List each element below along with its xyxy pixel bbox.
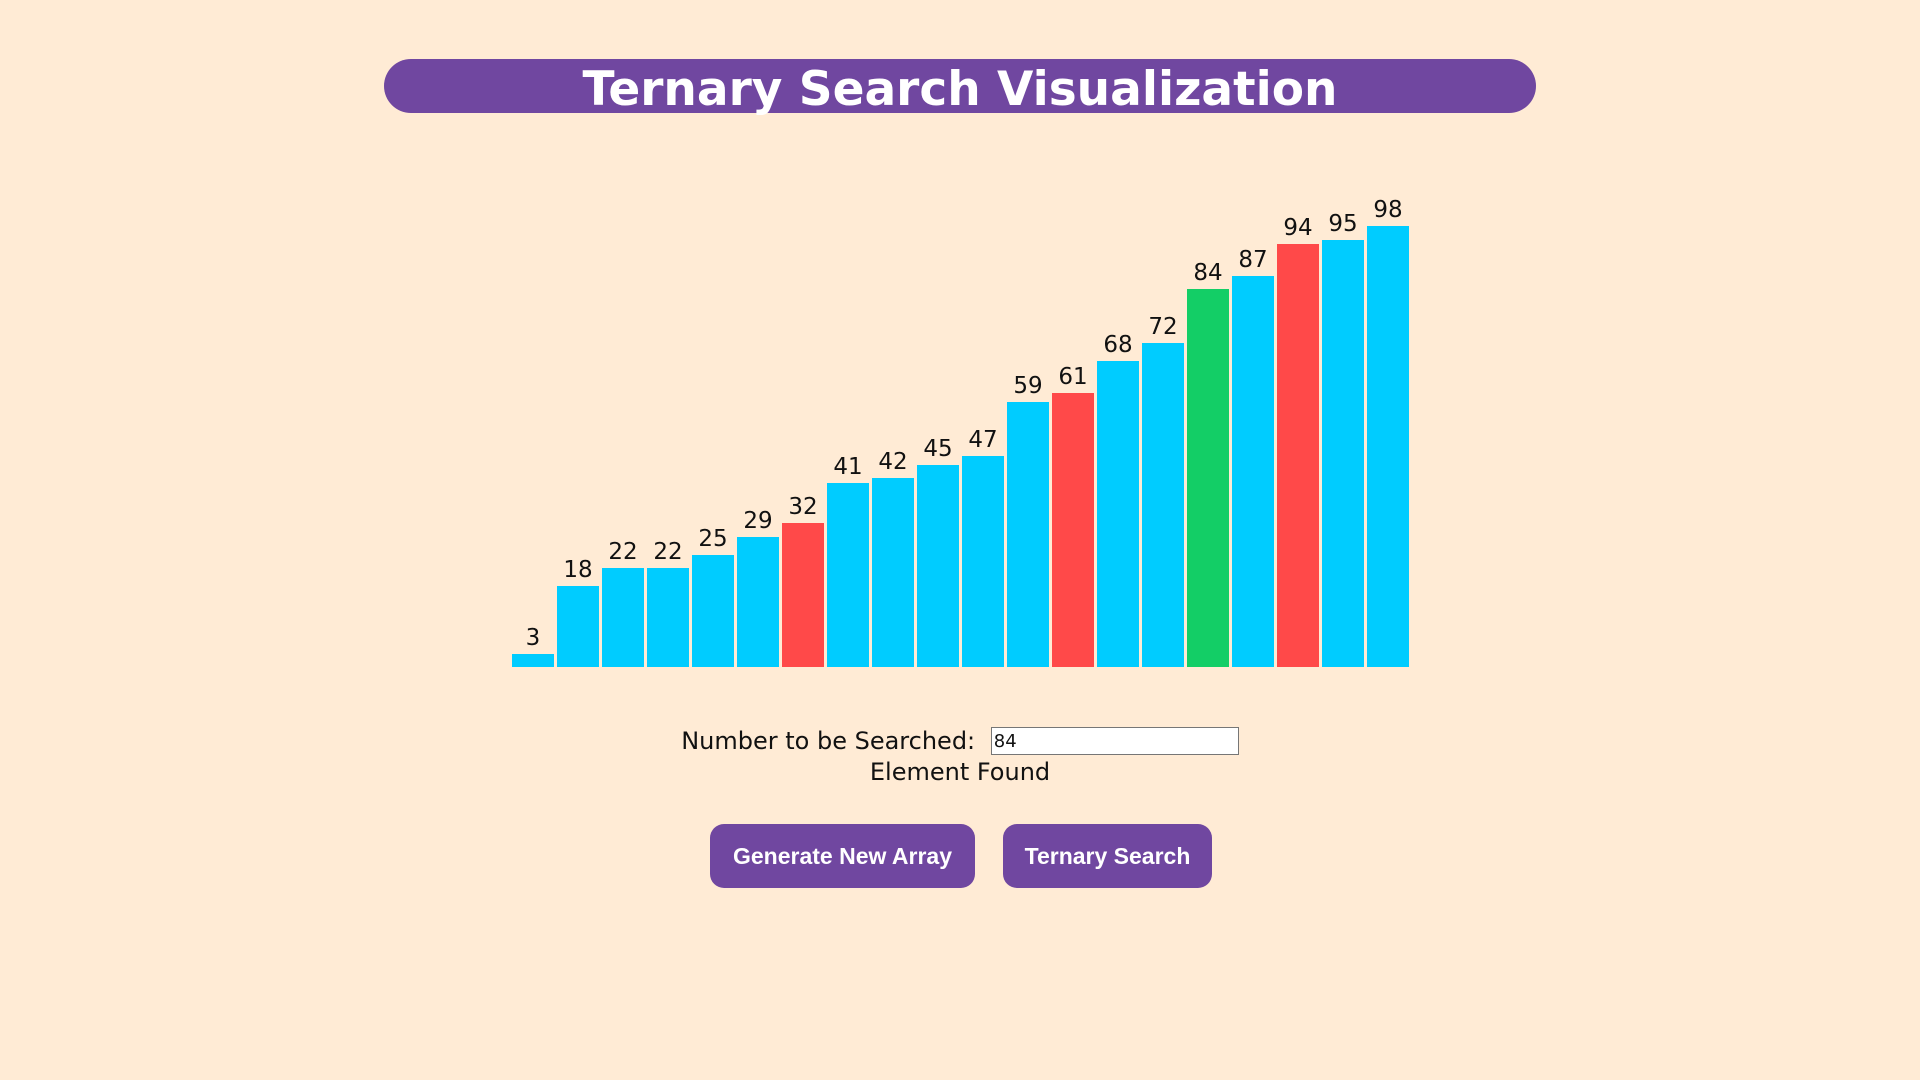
bar-17 [1277, 244, 1319, 667]
bar-value-label-17: 94 [1283, 215, 1313, 241]
title-banner: Ternary Search Visualization [384, 59, 1536, 117]
generate-new-array-button[interactable]: Generate New Array [710, 824, 975, 888]
ternary-search-button[interactable]: Ternary Search [1003, 824, 1212, 888]
bar-value-label-10: 47 [968, 426, 998, 453]
bar-14 [1142, 343, 1184, 667]
bar-value-label-6: 32 [788, 494, 818, 520]
bar-value-label-14: 72 [1148, 314, 1178, 340]
bar-value-label-19: 98 [1373, 197, 1403, 223]
bar-7 [827, 482, 869, 667]
bar-15 [1187, 289, 1229, 667]
bar-2 [602, 568, 644, 667]
bar-value-label-16: 87 [1238, 246, 1268, 273]
bar-9 [917, 464, 959, 667]
bar-12 [1052, 392, 1094, 667]
bar-18 [1322, 239, 1364, 667]
bar-13 [1097, 361, 1139, 667]
bar-value-label-9: 45 [923, 435, 953, 462]
bar-8 [872, 478, 914, 667]
bar-3 [647, 568, 689, 667]
bar-value-label-4: 25 [698, 525, 728, 552]
bar-value-label-7: 41 [833, 453, 863, 480]
bar-19 [1367, 226, 1409, 667]
bar-value-label-11: 59 [1013, 372, 1043, 399]
search-label: Number to be Searched: [681, 727, 976, 755]
bar-0 [512, 653, 554, 667]
bar-6 [782, 523, 824, 667]
page-title: Ternary Search Visualization [582, 62, 1338, 117]
bar-5 [737, 536, 779, 667]
bar-value-label-0: 3 [525, 624, 541, 651]
search-input[interactable] [990, 727, 1239, 755]
bar-value-label-13: 68 [1103, 332, 1133, 358]
bar-4 [692, 554, 734, 667]
bar-1 [557, 586, 599, 667]
bar-value-label-18: 95 [1328, 210, 1358, 237]
bar-value-label-2: 22 [608, 539, 638, 565]
bar-value-label-15: 84 [1193, 260, 1223, 286]
bar-value-label-1: 18 [563, 557, 593, 583]
search-row: Number to be Searched: [0, 726, 1920, 756]
bar-value-label-12: 61 [1058, 363, 1088, 390]
bar-value-label-3: 22 [653, 539, 683, 565]
bar-16 [1232, 275, 1274, 667]
status-message: Element Found [869, 758, 1051, 786]
bar-value-label-8: 42 [878, 449, 908, 475]
bar-11 [1007, 401, 1049, 667]
bar-10 [962, 455, 1004, 667]
bar-value-label-5: 29 [743, 507, 773, 534]
